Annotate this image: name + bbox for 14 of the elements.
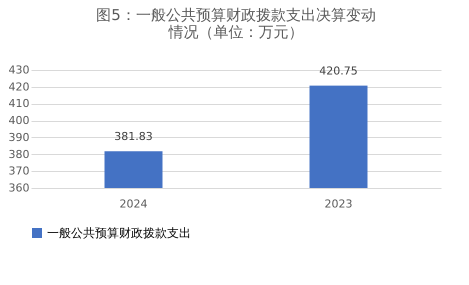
x-tick-label: 2024 xyxy=(120,198,148,210)
data-label: 420.75 xyxy=(319,64,358,78)
y-tick-label: 430 xyxy=(8,64,30,76)
y-tick-label: 370 xyxy=(8,164,30,178)
x-tick-label: 2023 xyxy=(324,198,352,210)
y-tick-label: 410 xyxy=(8,97,30,110)
y-tick-label: 420 xyxy=(8,80,30,94)
data-label: 381.83 xyxy=(114,130,153,144)
y-tick-label: 380 xyxy=(8,148,30,161)
legend-label: 一般公共预算财政拨款支出 xyxy=(47,226,191,240)
y-tick-label: 360 xyxy=(8,182,30,194)
y-tick-label: 390 xyxy=(8,130,30,144)
y-tick-label: 400 xyxy=(8,114,30,128)
chart-title: 图5：一般公共预算财政拨款支出决算变动情况（单位：万元） xyxy=(96,6,376,41)
